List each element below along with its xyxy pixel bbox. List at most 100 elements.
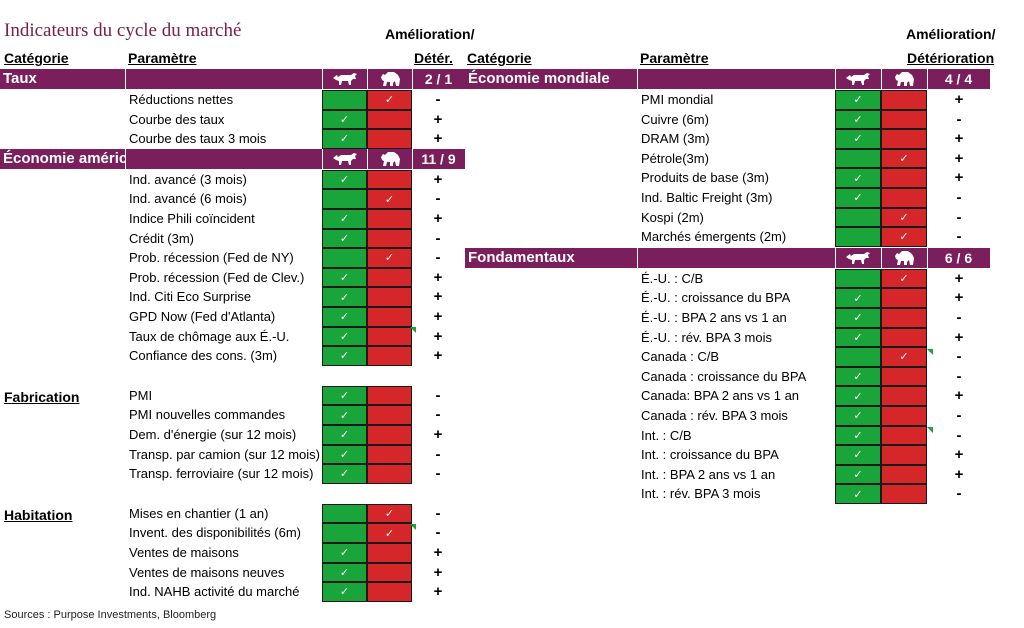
band-divider — [125, 69, 126, 89]
cell-comment-marker — [927, 349, 933, 355]
bull-icon — [322, 149, 367, 169]
indicator-label: PMI — [129, 387, 153, 403]
band-divider — [881, 69, 882, 89]
bullish-cell: ✓ — [322, 562, 367, 583]
bullish-cell — [835, 347, 881, 367]
change-sign: - — [956, 189, 962, 206]
source-note: Sources : Purpose Investments, Bloomberg — [4, 609, 217, 621]
change-sign: - — [956, 208, 962, 226]
bullish-cell: ✓ — [322, 228, 367, 249]
indicator-label: Canada : rév. BPA 3 mois — [641, 408, 788, 423]
indicator-label: Ind. avancé (3 mois) — [129, 171, 247, 187]
band-divider — [412, 148, 413, 169]
change-sign: + — [954, 130, 964, 148]
bearish-cell — [367, 385, 412, 406]
indicator-label: Ind. NAHB activité du marché — [129, 584, 300, 600]
bullish-cell — [322, 90, 367, 110]
band-divider — [412, 69, 413, 89]
bullish-cell: ✓ — [835, 129, 881, 149]
change-sign: + — [433, 110, 443, 128]
indicator-label: Transp. ferroviaire (sur 12 mois) — [129, 466, 314, 482]
bullish-cell — [322, 189, 367, 209]
cell-comment-marker — [410, 524, 416, 530]
indicator-label: Taux de chômage aux É.-U. — [129, 328, 290, 344]
bearish-cell — [881, 366, 927, 387]
indicator-label: Cuivre (6m) — [641, 111, 709, 127]
bullish-cell: ✓ — [835, 327, 881, 348]
bearish-cell: ✓ — [881, 207, 927, 228]
bearish-cell — [367, 562, 412, 583]
indicator-label: Pétrole(3m) — [641, 150, 709, 166]
bearish-cell: ✓ — [367, 523, 412, 543]
bull-icon — [835, 248, 881, 268]
indicator-label: Courbe des taux 3 mois — [129, 131, 267, 147]
change-sign: + — [954, 465, 964, 483]
band-divider — [881, 247, 882, 268]
bullish-cell: ✓ — [322, 405, 367, 425]
indicator-label: Int. : BPA 2 ans vs 1 an — [641, 466, 776, 482]
change-sign: + — [954, 169, 964, 187]
bullish-cell: ✓ — [835, 288, 881, 308]
indicator-label: Ventes de maisons neuves — [129, 564, 285, 580]
bearish-cell — [881, 445, 927, 465]
category-title: Habitation — [4, 506, 73, 523]
change-sign: - — [435, 504, 441, 522]
band-divider — [835, 247, 836, 268]
change-sign: - — [435, 386, 441, 404]
bearish-cell — [367, 129, 412, 149]
indicator-label: Produits de base (3m) — [641, 170, 769, 186]
indicator-label: Dem. d'énergie (sur 12 mois) — [129, 427, 297, 442]
bullish-cell: ✓ — [322, 209, 367, 229]
bearish-cell — [367, 169, 412, 190]
indicator-label: Prob. récession (Fed de NY) — [129, 250, 294, 266]
indicator-label: Ind. Baltic Freight (3m) — [641, 190, 773, 205]
change-sign: + — [954, 289, 964, 307]
bullish-cell: ✓ — [322, 425, 367, 445]
change-sign: - — [435, 190, 441, 208]
bullish-cell: ✓ — [322, 129, 367, 149]
bear-icon — [881, 248, 927, 268]
indicator-label: Courbe des taux — [129, 111, 225, 127]
category-title: Fabrication — [4, 388, 80, 405]
change-sign: - — [435, 229, 441, 247]
indicator-label: Int. : croissance du BPA — [641, 447, 779, 463]
bearish-cell: ✓ — [881, 347, 927, 367]
category-band-left: Taux — [0, 69, 125, 89]
bearish-cell: ✓ — [367, 503, 412, 524]
bearish-cell — [881, 168, 927, 188]
bullish-cell: ✓ — [322, 307, 367, 327]
indicator-label: PMI nouvelles commandes — [129, 407, 286, 423]
change-sign: - — [956, 407, 962, 424]
category-band-body: 6 / 6 — [637, 247, 990, 268]
indicator-label: É.-U. : rév. BPA 3 mois — [641, 329, 772, 345]
band-divider — [927, 69, 928, 89]
change-sign: - — [435, 91, 441, 108]
cell-comment-marker — [410, 327, 416, 333]
bearish-cell — [881, 464, 927, 485]
bearish-cell — [881, 90, 927, 110]
right-change-header: Amélioration/ — [906, 26, 996, 42]
bearish-cell: ✓ — [881, 227, 927, 247]
change-sign: + — [433, 308, 443, 325]
change-sign: + — [954, 387, 964, 405]
bearish-cell — [367, 209, 412, 229]
change-sign: - — [956, 426, 962, 444]
category-band-body: 4 / 4 — [637, 69, 990, 89]
indicator-label: PMI mondial — [641, 92, 714, 107]
bearish-cell — [367, 307, 412, 327]
change-sign: + — [433, 347, 443, 365]
bullish-cell: ✓ — [322, 346, 367, 366]
bullish-cell: ✓ — [322, 287, 367, 307]
indicator-label: Ventes de maisons — [129, 545, 239, 560]
bullish-cell: ✓ — [835, 168, 881, 188]
change-sign: + — [433, 583, 443, 601]
indicator-label: Int. : rév. BPA 3 mois — [641, 486, 761, 502]
indicator-label: GPD Now (Fed d'Atlanta) — [129, 309, 276, 324]
change-sign: + — [433, 170, 443, 188]
indicator-label: Int. : C/B — [641, 427, 692, 443]
bearish-cell — [367, 109, 412, 130]
bearish-cell — [367, 444, 412, 465]
category-band-left: Économie américaine — [0, 148, 125, 169]
change-sign: + — [954, 328, 964, 346]
band-divider — [322, 69, 323, 89]
